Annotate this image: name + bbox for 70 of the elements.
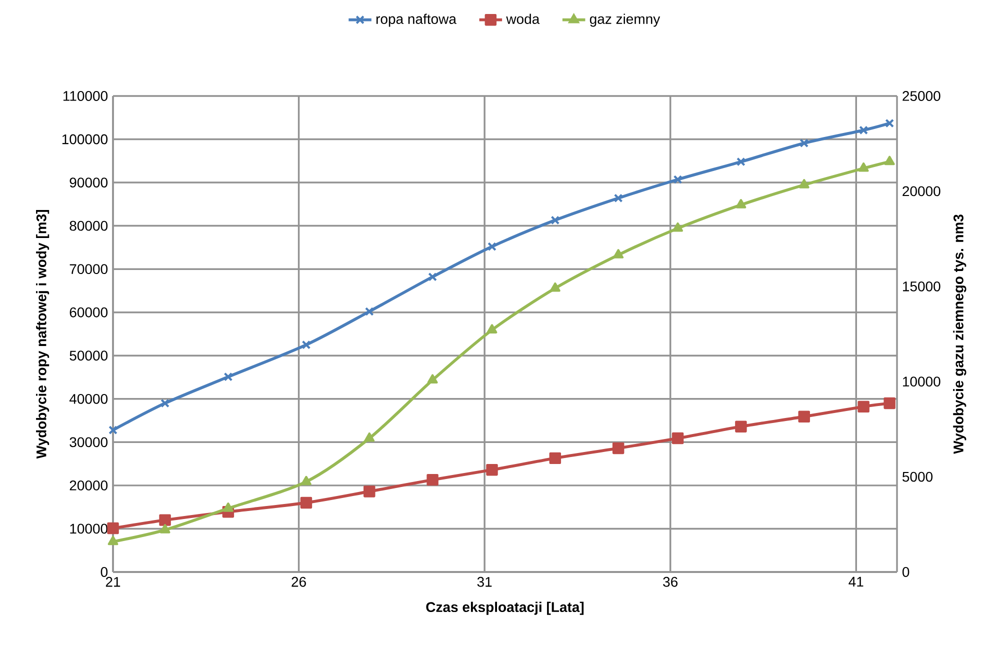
x-tick-label: 21 <box>106 576 120 587</box>
point <box>549 452 562 464</box>
point <box>159 514 171 526</box>
y-tick-label: 70000 <box>70 264 108 274</box>
x-axis-title: Czas eksploatacji [Lata] <box>426 602 584 615</box>
point <box>107 522 119 534</box>
y-tick-label: 10000 <box>70 524 108 534</box>
point <box>302 340 311 350</box>
y-tick-label: 110000 <box>63 91 108 101</box>
point <box>612 442 624 454</box>
point <box>858 162 869 172</box>
point <box>672 222 684 232</box>
point <box>673 175 682 184</box>
y-tick-label: 90000 <box>70 178 108 188</box>
point <box>798 410 810 423</box>
x-tick-label: 26 <box>292 576 306 587</box>
legend-label: gaz ziemny <box>590 14 660 27</box>
point <box>108 426 118 435</box>
legend-label: woda <box>506 14 540 24</box>
y-tick-label: 30000 <box>70 437 108 448</box>
point <box>550 216 560 225</box>
point <box>364 307 374 316</box>
point <box>364 486 376 498</box>
point <box>884 397 896 410</box>
point <box>300 476 312 486</box>
y2-tick-label: 25000 <box>902 91 940 101</box>
y2-axis-title: Wydobycie gazu ziemnego tys. nm3 <box>953 214 966 454</box>
legend-label: ropa naftowa <box>376 14 456 27</box>
y-tick-label: 40000 <box>69 394 108 404</box>
point <box>736 199 746 208</box>
y-tick-label: 60000 <box>70 307 108 318</box>
y-tick-label: 80000 <box>70 220 108 231</box>
y-tick-label: 0 <box>100 567 108 577</box>
point <box>859 126 868 135</box>
point <box>160 524 170 534</box>
point <box>798 179 810 188</box>
y2-tick-label: 15000 <box>903 281 940 292</box>
point <box>428 272 438 282</box>
point <box>160 398 170 408</box>
y-tick-label: 20000 <box>70 480 108 490</box>
point <box>885 118 894 128</box>
point <box>858 400 870 413</box>
point <box>426 474 438 486</box>
point <box>300 496 312 509</box>
point <box>427 374 438 384</box>
y2-tick-label: 20000 <box>902 186 940 196</box>
point <box>550 282 560 292</box>
point <box>224 372 233 382</box>
x-tick-label: 31 <box>477 576 492 587</box>
point <box>488 242 496 252</box>
y2-tick-label: 5000 <box>902 472 933 482</box>
x-tick-label: 36 <box>663 576 678 587</box>
point <box>364 432 375 442</box>
point <box>735 420 747 432</box>
point <box>672 432 684 444</box>
x-tick-label: 41 <box>848 576 864 587</box>
point <box>486 324 498 334</box>
point <box>800 138 809 148</box>
point <box>222 502 234 512</box>
point <box>614 194 623 203</box>
point <box>884 156 895 166</box>
point <box>486 464 498 476</box>
y-tick-label: 100000 <box>62 134 108 144</box>
y2-tick-label: 10000 <box>903 376 940 387</box>
point <box>613 249 624 258</box>
y2-tick-label: 0 <box>902 567 910 577</box>
point <box>736 157 746 166</box>
y-tick-label: 50000 <box>70 350 108 361</box>
y-axis-title: Wydobycie ropy naftowej i wody [m3] <box>36 210 50 459</box>
point <box>108 536 118 546</box>
